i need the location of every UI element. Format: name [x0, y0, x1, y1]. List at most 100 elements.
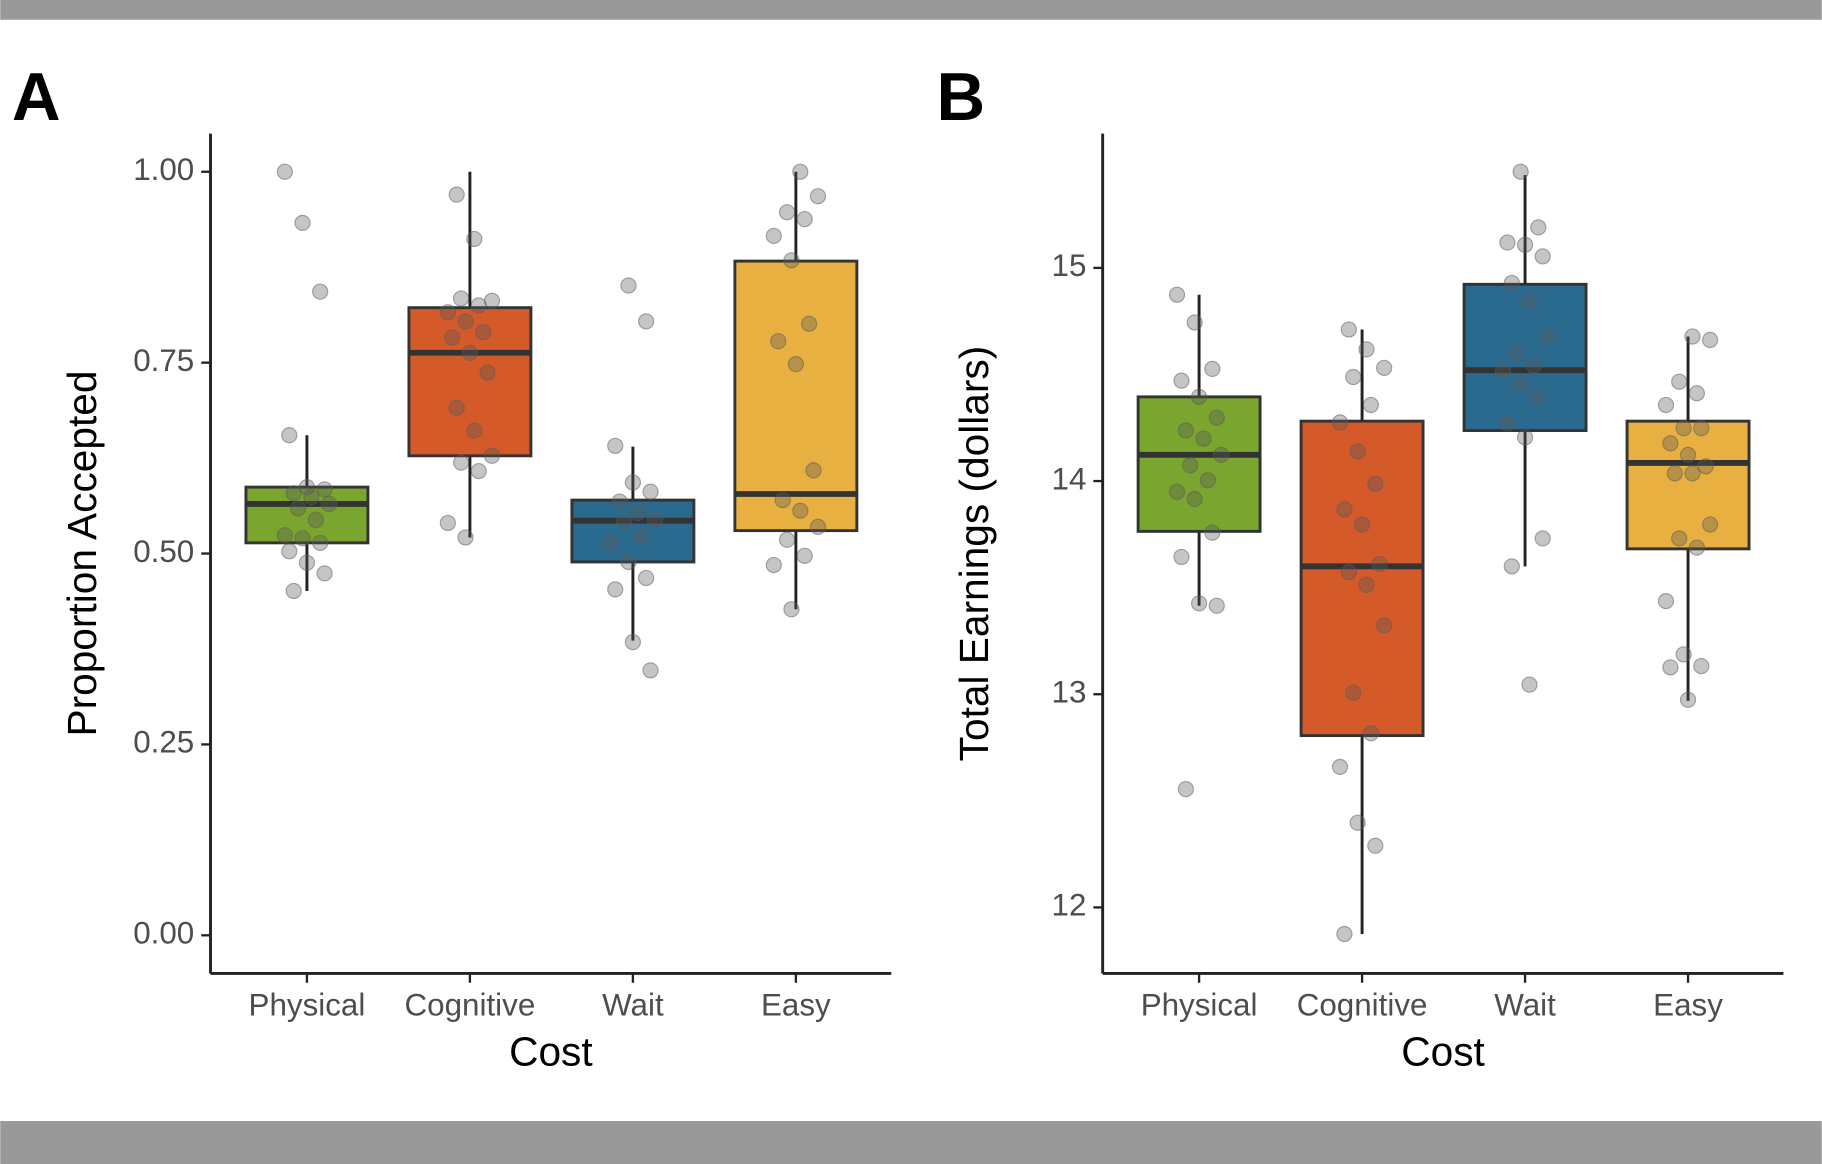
data-point [475, 323, 492, 341]
data-point [444, 329, 461, 346]
data-point [1657, 396, 1675, 414]
data-point [770, 333, 787, 350]
y-axis-title: Proportion Accepted [59, 371, 105, 737]
data-point [809, 518, 827, 535]
data-point [1525, 357, 1543, 374]
data-point [1345, 368, 1362, 386]
data-point [312, 534, 329, 551]
data-point [303, 488, 320, 506]
data-point [281, 543, 298, 560]
data-point [1340, 321, 1357, 338]
data-point [294, 530, 311, 547]
data-point [1177, 780, 1194, 798]
data-point [1331, 758, 1349, 776]
data-point [1190, 595, 1208, 612]
data-point [316, 565, 333, 582]
data-point [1340, 563, 1357, 581]
box [733, 259, 859, 533]
data-point [276, 527, 293, 544]
data-point [642, 483, 659, 500]
panel-label: B [937, 60, 986, 135]
data-point [1675, 420, 1692, 437]
data-point [470, 297, 487, 314]
data-point [1688, 539, 1706, 556]
y-tick-label: 14 [1052, 461, 1087, 496]
data-point [1186, 490, 1203, 508]
data-point [312, 283, 329, 300]
data-point [1499, 234, 1516, 251]
x-tick-label: Physical [249, 987, 366, 1022]
data-point [1494, 363, 1512, 380]
data-point [1213, 446, 1230, 463]
data-point [1697, 458, 1714, 475]
x-axis-title: Cost [509, 1029, 593, 1075]
data-point [783, 252, 800, 269]
data-point [1701, 516, 1719, 533]
data-point [624, 633, 642, 651]
box [1136, 395, 1262, 533]
data-point [1684, 465, 1701, 482]
data-point [607, 581, 624, 598]
data-point [624, 474, 642, 491]
data-point [470, 462, 487, 480]
data-point [1367, 837, 1384, 854]
data-point [633, 527, 650, 545]
data-point [1657, 592, 1675, 610]
data-point [1204, 524, 1221, 541]
data-point [1693, 657, 1710, 675]
data-point [1521, 676, 1538, 693]
data-point [1499, 415, 1516, 432]
data-point [448, 399, 465, 416]
data-point [1353, 516, 1371, 533]
data-point [796, 210, 813, 228]
box [570, 498, 696, 564]
data-point [448, 186, 465, 203]
data-point [1195, 430, 1212, 447]
x-tick-label: Cognitive [1297, 987, 1428, 1022]
data-point [1362, 396, 1380, 414]
y-tick-label: 0.25 [133, 725, 194, 760]
data-point [792, 163, 809, 180]
data-point [439, 304, 456, 321]
data-point [1693, 420, 1710, 437]
data-point [294, 214, 311, 232]
x-tick-label: Easy [761, 987, 831, 1022]
data-point [646, 511, 664, 529]
data-point [1358, 576, 1375, 594]
data-point [1666, 465, 1683, 482]
data-point [620, 553, 637, 571]
data-point [638, 569, 655, 587]
data-point [1534, 248, 1551, 265]
data-point [1662, 435, 1679, 452]
data-point [1168, 483, 1186, 501]
x-tick-label: Wait [1494, 987, 1556, 1022]
data-point [1349, 814, 1366, 831]
data-point [1521, 293, 1538, 310]
data-point [1539, 328, 1556, 345]
data-point [1530, 219, 1547, 236]
data-point [466, 230, 483, 248]
panel-label: A [12, 60, 61, 135]
data-point [452, 454, 470, 471]
data-point [1671, 530, 1688, 547]
data-point [439, 514, 456, 532]
data-point [1168, 286, 1186, 303]
data-point [1516, 236, 1534, 253]
data-point [1362, 725, 1380, 742]
data-point [1173, 372, 1190, 389]
data-point [787, 356, 805, 373]
data-point [1177, 422, 1194, 439]
data-point [783, 601, 800, 618]
data-point [1688, 385, 1706, 402]
data-point [778, 531, 796, 548]
data-point [1376, 359, 1393, 376]
data-point [1204, 360, 1221, 378]
top-bar [0, 0, 1822, 20]
data-point [285, 582, 302, 600]
data-point [1371, 555, 1388, 573]
data-point [1349, 443, 1366, 460]
data-point [285, 485, 302, 502]
data-point [611, 493, 628, 510]
